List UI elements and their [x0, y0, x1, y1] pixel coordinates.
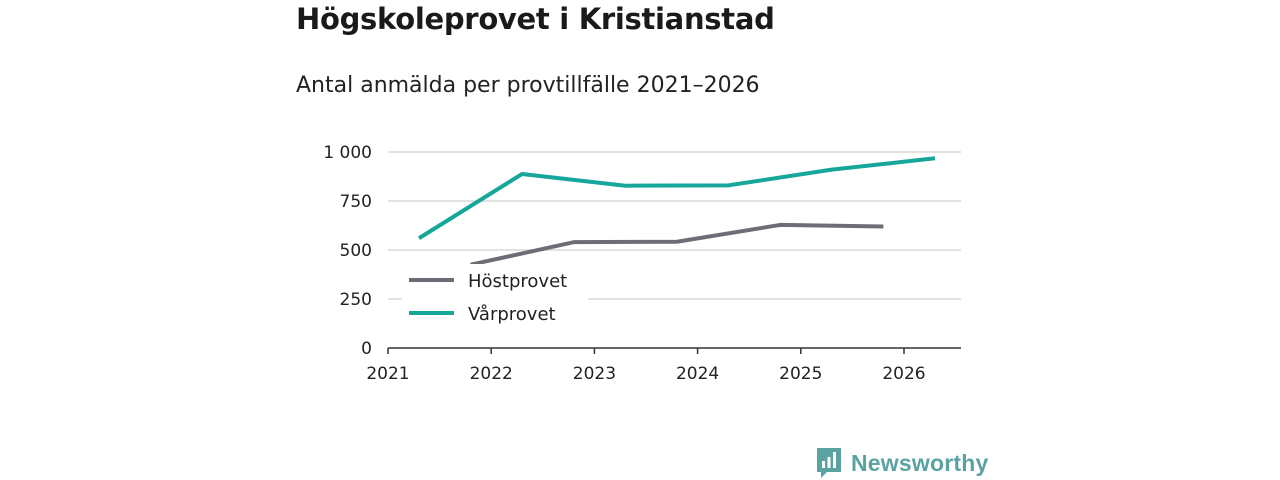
y-tick-label: 0 [361, 339, 372, 359]
series-line-varprovet [417, 156, 936, 240]
chart-title: Högskoleprovet i Kristianstad [296, 2, 775, 36]
x-tick-label: 2026 [882, 364, 925, 384]
series-lines [417, 156, 936, 267]
y-axis-ticks: 0 250 500 750 1 000 [323, 143, 372, 359]
x-tick-label: 2021 [366, 364, 409, 384]
series-line-hostprovet [470, 222, 884, 267]
legend-label: Vårprovet [468, 304, 556, 325]
y-tick-label: 1 000 [323, 143, 372, 163]
legend-label: Höstprovet [468, 271, 567, 292]
x-axis: 2021 2022 2023 2024 2025 2026 [366, 347, 961, 384]
brand-logo: Newsworthy [815, 446, 988, 480]
y-tick-label: 750 [340, 192, 372, 212]
y-tick-label: 500 [340, 241, 372, 261]
newsworthy-logo-icon [817, 448, 841, 478]
legend-background [402, 264, 588, 328]
legend: Höstprovet Vårprovet [402, 264, 588, 328]
chart-subtitle: Antal anmälda per provtillfälle 2021–202… [296, 73, 760, 98]
x-tick-label: 2023 [573, 364, 616, 384]
x-tick-label: 2025 [779, 364, 822, 384]
brand-name: Newsworthy [851, 449, 989, 476]
y-tick-label: 250 [340, 290, 372, 310]
x-tick-label: 2022 [470, 364, 513, 384]
x-tick-label: 2024 [676, 364, 719, 384]
